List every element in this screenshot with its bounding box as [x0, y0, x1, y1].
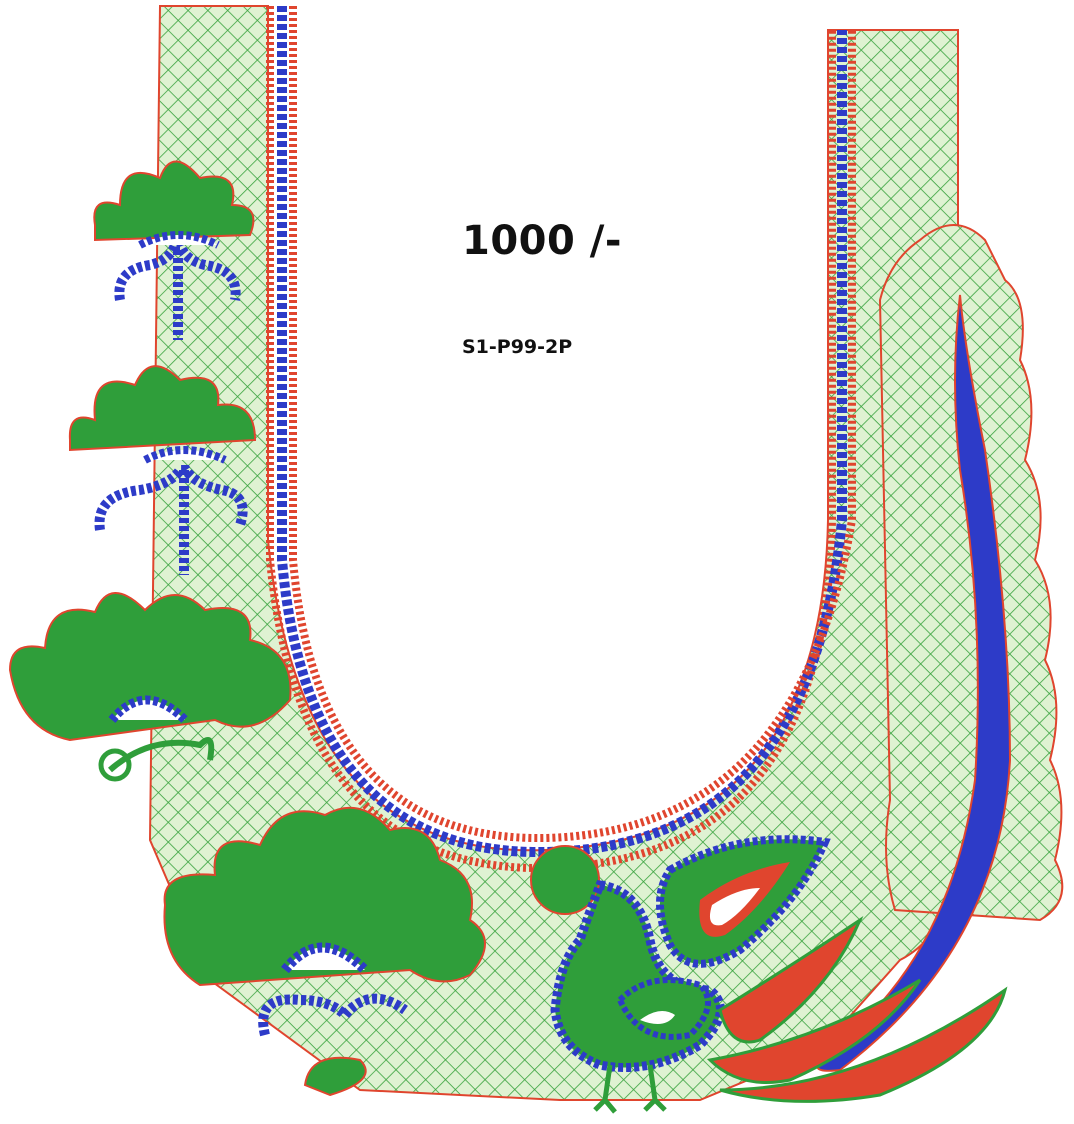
flower-motif-1 — [93, 160, 255, 340]
left-flowers — [8, 160, 486, 1097]
flower-motif-4 — [163, 806, 486, 1097]
neckline-border — [266, 6, 856, 873]
peacock-motif — [530, 835, 1008, 1114]
paisley-panel — [816, 224, 1064, 1072]
flower-motif-3 — [8, 592, 292, 782]
flower-motif-2 — [68, 365, 257, 575]
design-code-label: S1-P99-2P — [462, 336, 573, 358]
price-label: 1000 /- — [462, 218, 622, 264]
